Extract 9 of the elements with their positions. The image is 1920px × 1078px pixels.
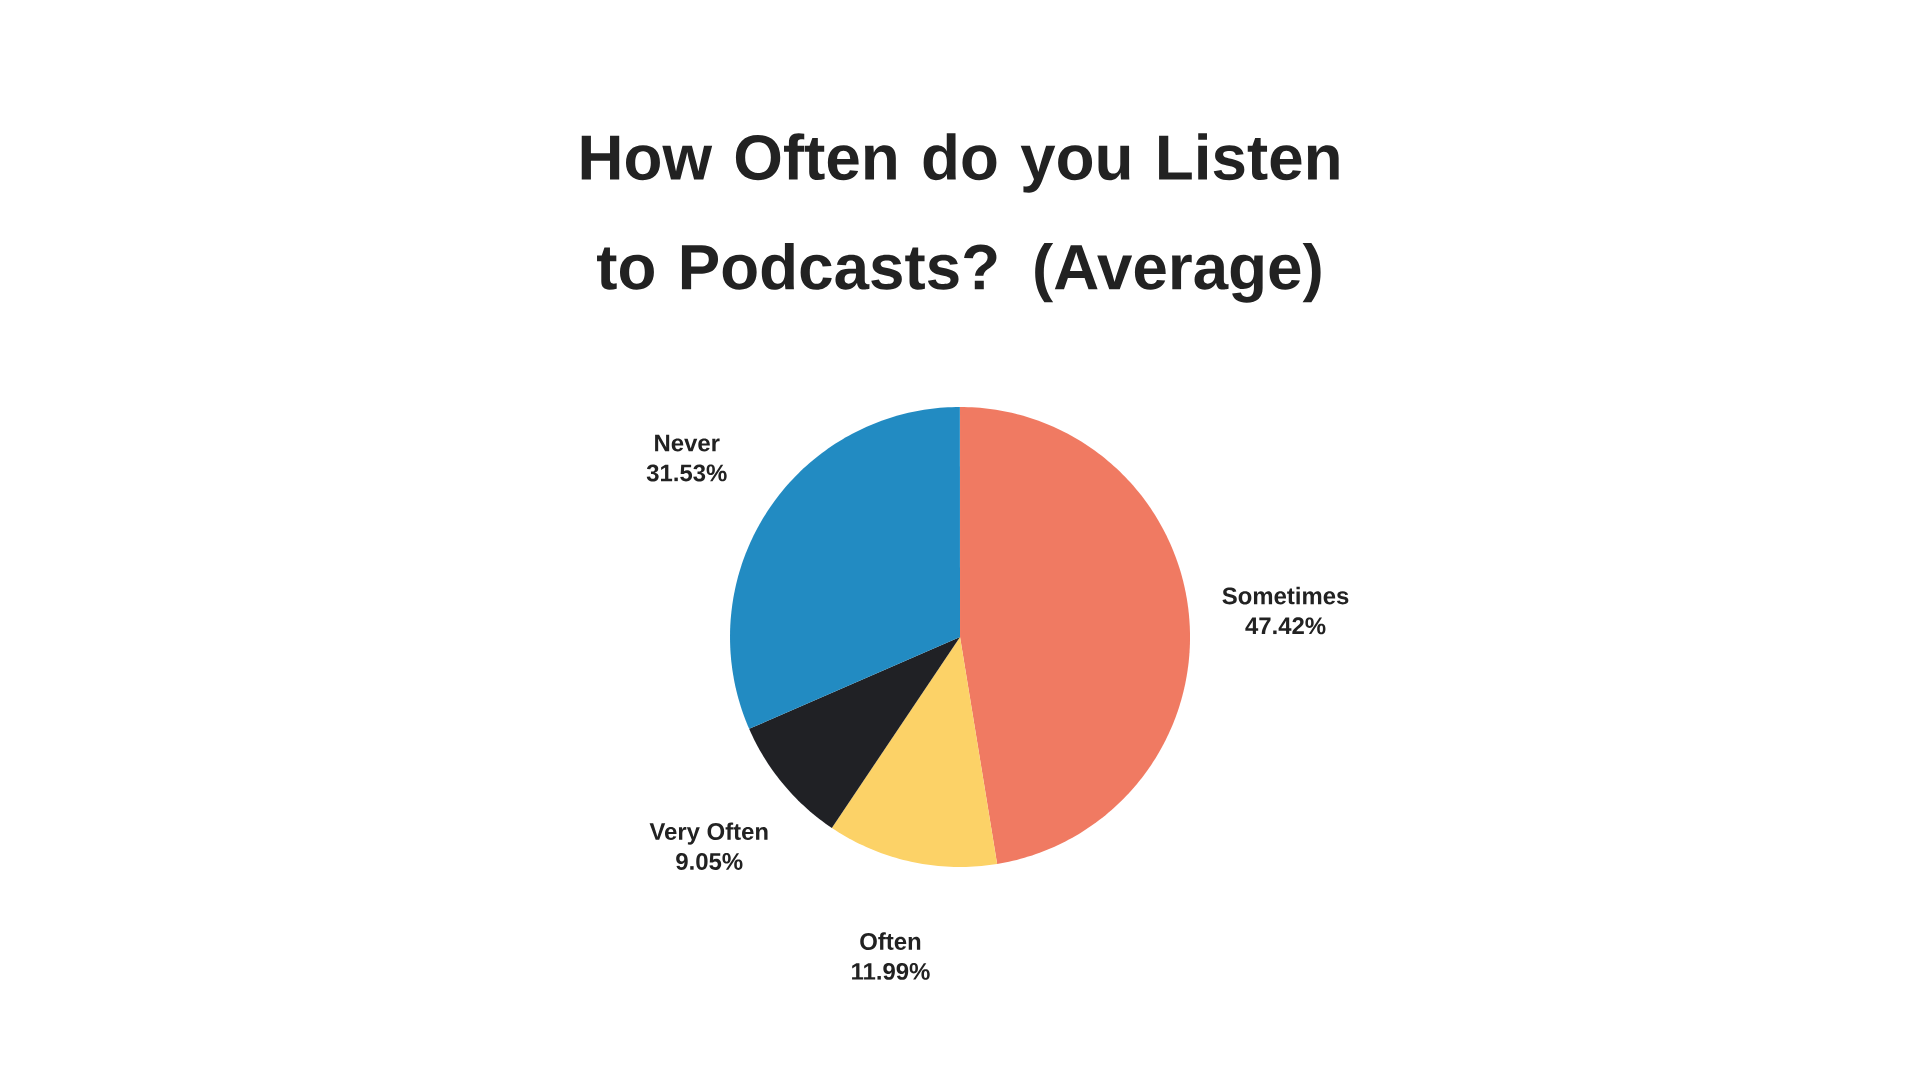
chart-title: How Often do you Listen to Podcasts? (Average) bbox=[581, 133, 1339, 303]
slice-label: Very Often bbox=[649, 822, 768, 845]
slice-label: Sometimes bbox=[1222, 586, 1349, 605]
slice-label: Never bbox=[655, 434, 720, 452]
data-label: 47.42% bbox=[1245, 617, 1326, 635]
data-label: 9.05% bbox=[676, 853, 743, 870]
data-label: 31.53% bbox=[646, 464, 727, 482]
data-label: 11.99% bbox=[852, 962, 930, 980]
slice-label: Often bbox=[860, 932, 921, 950]
